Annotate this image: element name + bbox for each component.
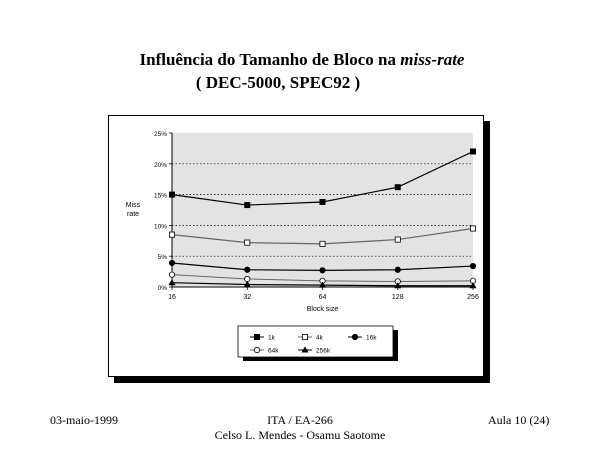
- y-tick-label: 20%: [154, 162, 167, 169]
- data-point-64k: [244, 275, 251, 283]
- data-point-4k: [244, 239, 251, 246]
- data-point-1k: [469, 148, 476, 155]
- legend-marker-256k: [301, 346, 309, 353]
- plot-area: [172, 133, 473, 287]
- slide-subtitle: ( DEC-5000, SPEC92 ): [195, 73, 361, 92]
- y-tick-label: 0%: [158, 285, 168, 292]
- legend-marker-16k: [351, 333, 359, 341]
- y-axis-title: Miss rate: [126, 202, 141, 218]
- data-point-256k: [243, 280, 251, 288]
- footer-center: ITA / EA-266 Celso L. Mendes - Osamu Sao…: [180, 413, 420, 443]
- data-point-16k: [394, 266, 401, 273]
- legend-marker-4k: [301, 333, 308, 340]
- data-point-4k: [168, 231, 175, 238]
- data-point-256k: [318, 281, 327, 288]
- data-point-256k: [394, 282, 402, 289]
- data-point-4k: [469, 225, 476, 232]
- data-point-1k: [244, 202, 251, 209]
- y-tick-label: 5%: [158, 254, 168, 261]
- x-tick-label: 32: [243, 294, 251, 301]
- legend-label-256k: 256k: [316, 348, 331, 355]
- data-point-1k: [168, 191, 175, 198]
- data-point-256k: [469, 282, 477, 289]
- data-point-4k: [394, 236, 401, 243]
- x-tick-label: 256: [467, 294, 479, 301]
- data-point-64k: [168, 271, 176, 278]
- x-tick-label: 128: [392, 294, 404, 301]
- data-point-16k: [319, 267, 326, 274]
- footer-date: 03-maio-1999: [50, 413, 118, 427]
- y-tick-label: 25%: [154, 131, 167, 138]
- legend-marker-64k: [253, 346, 261, 354]
- data-point-16k: [168, 259, 176, 267]
- data-point-1k: [319, 198, 326, 205]
- y-tick-label: 10%: [154, 223, 167, 230]
- data-point-1k: [394, 184, 401, 191]
- legend-label-1k: 1k: [268, 335, 276, 342]
- footer-authors: Celso L. Mendes - Osamu Saotome: [214, 428, 386, 442]
- data-point-16k: [244, 266, 251, 273]
- legend-label-16k: 16k: [366, 335, 377, 342]
- legend-label-4k: 4k: [316, 335, 324, 342]
- data-point-16k: [469, 262, 477, 270]
- slide-title: Influência do Tamanho de Bloco na miss-r…: [139, 50, 465, 69]
- legend: [237, 325, 394, 358]
- x-tick-label: 16: [168, 294, 176, 301]
- footer-course: ITA / EA-266: [267, 413, 333, 427]
- x-tick-label: 64: [319, 294, 327, 301]
- legend-label-64k: 64k: [268, 348, 279, 355]
- x-axis-title: Block size: [307, 306, 339, 313]
- data-point-4k: [319, 240, 326, 247]
- legend-marker-1k: [253, 333, 260, 340]
- y-tick-label: 15%: [154, 193, 167, 200]
- data-point-256k: [168, 279, 176, 286]
- footer-page: Aula 10 (24): [488, 413, 550, 427]
